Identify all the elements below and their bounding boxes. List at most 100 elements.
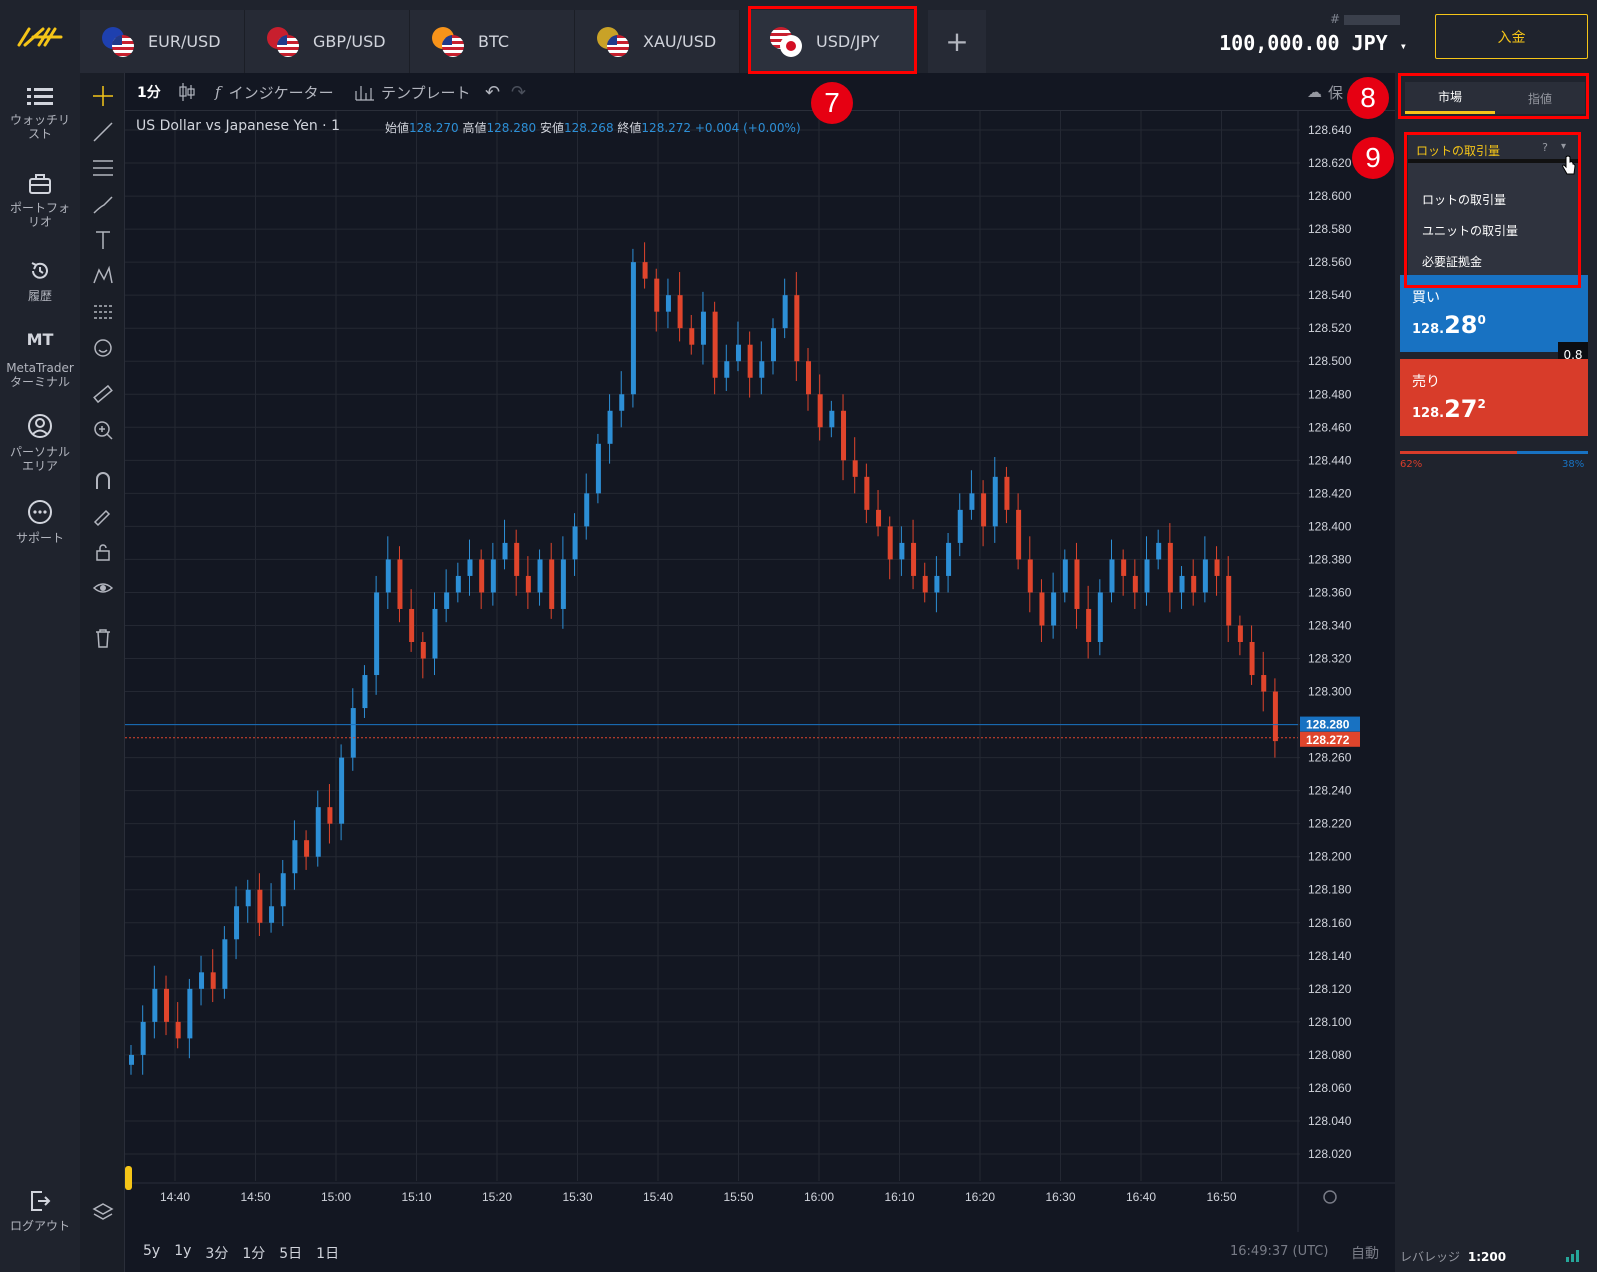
y-tick-label: 128.160 [1308,916,1352,930]
emoji-tool[interactable] [80,333,125,363]
balance-dropdown[interactable]: 100,000.00 JPY ▾ [1219,31,1407,55]
nav-metatrader-label: MetaTraderターミナル [6,361,74,389]
tab-pending[interactable]: 指値 [1527,91,1552,106]
sell-button[interactable]: 売り 128.272 [1400,359,1588,436]
deposit-button[interactable]: 入金 [1435,14,1588,59]
auto-scale-button[interactable]: 自動 [1351,1246,1379,1262]
candle-body [1051,592,1057,626]
option-margin[interactable]: 必要証拠金 [1422,255,1483,269]
undo-button[interactable]: ↶ [485,73,500,111]
sell-percentage: 62% [1400,459,1423,470]
add-tab-button[interactable]: + [928,10,986,73]
leverage-display: レバレッジ 1:200 [1400,1248,1506,1265]
save-button[interactable]: ☁ 保 [1307,73,1343,111]
prediction-tool[interactable] [80,297,125,327]
x-tick-label: 16:50 [1207,1190,1237,1204]
lock-tool[interactable] [80,537,125,567]
candle-body [1272,691,1278,742]
trendline-tool[interactable] [80,117,125,147]
candle-body [175,1021,181,1039]
magnet-tool[interactable] [80,465,125,495]
candle-body [549,559,555,609]
nav-personal-area[interactable]: パーソナルエリア [0,413,80,473]
x-tick-label: 14:40 [160,1190,190,1204]
redo-button[interactable]: ↷ [511,73,526,111]
scroll-handle[interactable] [125,1166,132,1190]
fib-tool[interactable] [80,153,125,183]
tab-btc[interactable]: BTC [410,10,575,73]
price-chart[interactable]: 128.640 128.620 128.600 128.580 128.560 128.5… [125,111,1395,1232]
chevron-down-icon: ▾ [1399,39,1407,53]
indicators-button[interactable]: f インジケーター [215,73,334,111]
settings-gear-icon[interactable] [1323,1190,1337,1204]
range-button[interactable]: 1日 [316,1246,340,1262]
volume-type-select[interactable]: ロットの取引量 ? ▾ [1408,135,1578,163]
help-icon[interactable]: ? [1542,141,1548,154]
object-tree-tool[interactable] [80,1197,125,1227]
account-number: # [1330,12,1400,26]
candle-body [292,840,298,874]
magnet-icon [95,472,110,489]
y-tick-label: 128.200 [1308,850,1352,864]
measure-tool[interactable] [80,379,125,409]
tab-gbpusd[interactable]: GBP/USD [245,10,410,73]
tab-market[interactable]: 市場 [1405,82,1495,114]
trash-icon [95,629,110,648]
candle-body [455,575,461,593]
buy-percentage: 38% [1562,459,1585,470]
range-button[interactable]: 5y [143,1243,161,1259]
templates-button[interactable]: テンプレート [355,73,471,111]
annotation-number-8: 8 [1347,77,1389,119]
range-button[interactable]: 1y [174,1243,192,1259]
nav-history[interactable]: 履歴 [0,259,80,303]
layers-icon [91,1203,114,1220]
hide-tool[interactable] [80,573,125,603]
templates-label: テンプレート [381,83,471,102]
brush-tool[interactable] [80,189,125,219]
candle-body [1261,675,1267,692]
candle-body [1121,559,1127,576]
annotation-box-9 [1404,132,1581,288]
tab-xauusd[interactable]: XAU/USD [575,10,740,73]
annotation-box-7 [748,6,917,74]
option-unit-volume[interactable]: ユニットの取引量 [1422,224,1519,238]
bid-price-label-bg [1300,731,1360,747]
history-icon [31,262,48,279]
y-tick-label: 128.580 [1308,222,1352,236]
candle-body [922,575,928,593]
nav-portfolio[interactable]: ポートフォリオ [0,173,80,229]
eye-icon [92,583,113,593]
tab-usdjpy[interactable]: USD/JPY [748,10,916,73]
horizontal-lines-icon [92,160,113,176]
volume-type-dropdown[interactable]: ロットの取引量 ? ▾ ロットの取引量 ユニットの取引量 必要証拠金 [1408,135,1578,283]
account-number-masked [1343,14,1400,25]
interval-button[interactable]: 1分 [137,85,161,101]
exness-logo[interactable] [0,0,80,73]
volume-type-selected: ロットの取引量 [1416,144,1501,158]
lock-drawing-tool[interactable] [80,501,125,531]
nav-support[interactable]: サポート [0,499,80,545]
range-button[interactable]: 3分 [205,1246,229,1262]
nav-logout[interactable]: ログアウト [0,1189,80,1233]
nav-watchlist[interactable]: ウォッチリスト [0,87,80,141]
candle-body [560,559,566,609]
y-tick-label: 128.260 [1308,751,1352,765]
pattern-tool[interactable] [80,261,125,291]
text-tool[interactable] [80,225,125,255]
nav-personal-label: パーソナルエリア [9,445,70,473]
range-button[interactable]: 5日 [279,1246,303,1262]
candle-body [479,559,485,593]
x-tick-label: 16:00 [804,1190,834,1204]
option-lot-volume[interactable]: ロットの取引量 [1422,193,1507,207]
range-button[interactable]: 1分 [242,1246,266,1262]
nav-metatrader[interactable]: MT MetaTraderターミナル [0,332,80,390]
candle-body [887,526,893,560]
tab-eurusd[interactable]: EUR/USD [80,10,245,73]
drawing-toolbar [80,73,125,1272]
zoom-tool[interactable] [80,415,125,445]
crosshair-tool[interactable] [80,81,125,111]
candle-body [677,295,683,329]
y-tick-label: 128.560 [1308,255,1352,269]
chart-type-button[interactable] [177,73,197,111]
delete-tool[interactable] [80,623,125,653]
